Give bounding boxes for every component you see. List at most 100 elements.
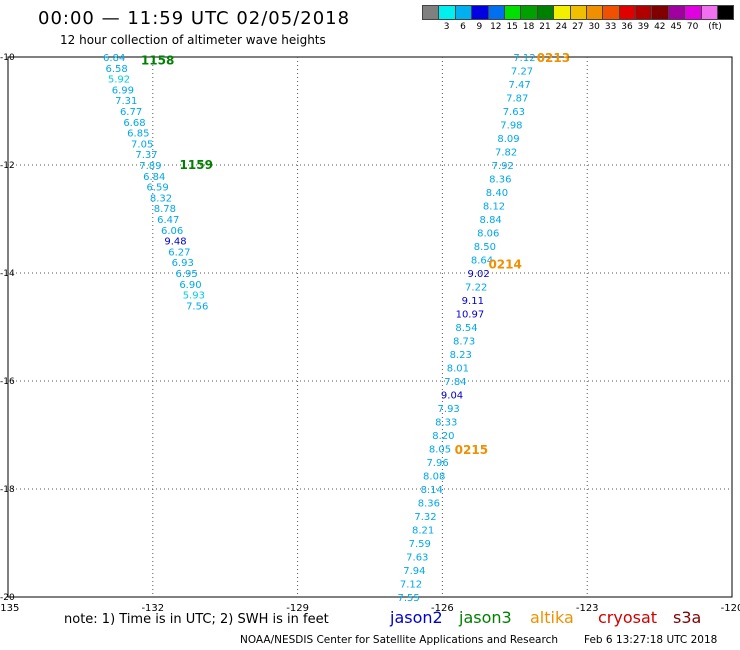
wave-height-value: 8.08	[423, 472, 445, 483]
wave-height-value: 8.36	[489, 175, 511, 186]
wave-height-value: 9.11	[462, 296, 484, 307]
wave-height-value: 8.09	[497, 134, 519, 145]
wave-height-value: 8.40	[486, 188, 508, 199]
plot-frame	[7, 56, 733, 598]
wave-height-value: 8.21	[412, 526, 434, 537]
wave-height-value: 6.99	[112, 85, 134, 96]
color-scale-label: 30	[588, 22, 600, 32]
wave-height-value: 7.05	[131, 139, 153, 150]
color-scale-label: 39	[637, 22, 650, 32]
wave-height-value: 6.68	[123, 118, 145, 129]
color-scale-label: 24	[555, 22, 568, 32]
wave-height-value: 6.90	[179, 280, 201, 291]
wave-height-value: 9.02	[467, 269, 489, 280]
color-scale-bar	[422, 5, 735, 20]
wave-height-value: 7.96	[426, 458, 448, 469]
wave-height-value: 5.92	[108, 75, 130, 86]
color-scale-unit: (ft)	[708, 22, 722, 32]
x-tick-label: -123	[576, 603, 599, 614]
color-scale-labels: 3 6 9 12 15 18 21 24 27 30 33 36 39 42 45 70 (ft)	[422, 22, 740, 34]
wave-height-value: 7.63	[503, 107, 525, 118]
pass-time-label: 1159	[180, 158, 213, 172]
wave-height-value: 6.59	[146, 183, 168, 194]
wave-height-value: 7.55	[397, 593, 419, 604]
color-scale-label: 70	[686, 22, 699, 32]
wave-height-value: 7.47	[508, 80, 530, 91]
wave-height-value: 8.64	[471, 256, 493, 267]
wave-height-value: 7.92	[492, 161, 514, 172]
wave-height-value: 6.84	[103, 53, 125, 64]
chart-subtitle: 12 hour collection of altimeter wave hei…	[60, 33, 326, 47]
color-scale-label: 45	[670, 22, 682, 32]
wave-height-value: 7.22	[465, 283, 487, 294]
color-scale-label: 42	[654, 22, 666, 32]
pass-time-label: 1158	[141, 54, 174, 68]
color-scale-swatch	[717, 5, 735, 20]
wave-height-value: 6.06	[161, 226, 183, 237]
footer-timestamp: Feb 6 13:27:18 UTC 2018	[584, 634, 718, 646]
y-tick-label: -16	[0, 377, 15, 387]
wave-height-value: 6.95	[175, 269, 197, 280]
y-tick-label: -18	[0, 485, 15, 495]
wave-height-value: 6.85	[127, 129, 149, 140]
wave-height-value: 7.84	[444, 377, 466, 388]
wave-height-value: 8.54	[455, 323, 477, 334]
wave-height-value: 7.31	[115, 96, 137, 107]
color-scale-label: 6	[460, 22, 466, 32]
y-tick-label: -10	[0, 53, 15, 63]
wave-height-value: 7.82	[495, 148, 517, 159]
wave-height-value: 7.93	[438, 404, 460, 415]
x-tick-label: -135	[0, 603, 19, 614]
wave-height-value: 8.20	[432, 431, 454, 442]
wave-height-value: 7.56	[186, 301, 208, 312]
wave-height-value: 7.12	[513, 53, 535, 64]
wave-height-value: 8.78	[154, 204, 176, 215]
y-tick-label: -12	[0, 161, 15, 171]
color-scale-label: 36	[621, 22, 633, 32]
pass-time-label: 0213	[537, 51, 570, 65]
wave-height-value: 8.84	[480, 215, 502, 226]
color-scale-label: 18	[522, 22, 535, 32]
x-tick-label: -132	[141, 603, 164, 614]
wave-height-value: 8.36	[418, 499, 440, 510]
wave-height-value: 7.89	[139, 161, 161, 172]
wave-height-value: 6.58	[105, 64, 127, 75]
footer: NOAA/NESDIS Center for Satellite Applica…	[240, 634, 717, 646]
legend-item-cryosat: cryosat	[598, 608, 658, 627]
wave-height-value: 9.48	[164, 237, 186, 248]
wave-height-value: 8.14	[421, 485, 443, 496]
color-scale-label: 12	[490, 22, 502, 32]
wave-height-value: 8.33	[435, 418, 457, 429]
color-scale-label: 3	[443, 22, 450, 32]
wave-height-value: 8.50	[474, 242, 496, 253]
wave-height-value: 6.93	[172, 258, 194, 269]
wave-height-value: 7.27	[511, 67, 533, 78]
wave-height-value: 5.93	[183, 291, 205, 302]
color-scale-label: 15	[506, 22, 518, 32]
wave-height-value: 9.04	[441, 391, 463, 402]
x-tick-label: -120	[721, 603, 740, 614]
legend-item-jason2: jason2	[390, 608, 443, 627]
wave-height-value: 6.47	[157, 215, 179, 226]
pass-time-label: 0214	[488, 257, 521, 271]
color-scale-label: 27	[572, 22, 584, 32]
x-tick-label: -129	[286, 603, 309, 614]
wave-height-value: 8.01	[447, 364, 469, 375]
y-tick-label: -20	[0, 593, 15, 603]
wave-height-value: 8.23	[450, 350, 472, 361]
wave-height-value: 6.77	[120, 107, 142, 118]
wave-height-value: 8.05	[429, 445, 451, 456]
legend-item-s3a: s3a	[673, 608, 702, 627]
wave-height-value: 7.63	[406, 553, 428, 564]
wave-height-value: 7.59	[409, 539, 431, 550]
wave-height-value: 7.32	[414, 512, 436, 523]
wave-height-value: 8.06	[477, 229, 499, 240]
color-scale-label: 9	[476, 22, 483, 32]
y-tick-label: -14	[0, 269, 15, 279]
wave-height-value: 7.98	[500, 121, 522, 132]
wave-height-value: 7.12	[400, 580, 422, 591]
wave-height-value: 7.87	[506, 94, 528, 105]
units-note: note: 1) Time is in UTC; 2) SWH is in fe…	[64, 612, 329, 627]
footer-credit: NOAA/NESDIS Center for Satellite Applica…	[240, 634, 558, 646]
